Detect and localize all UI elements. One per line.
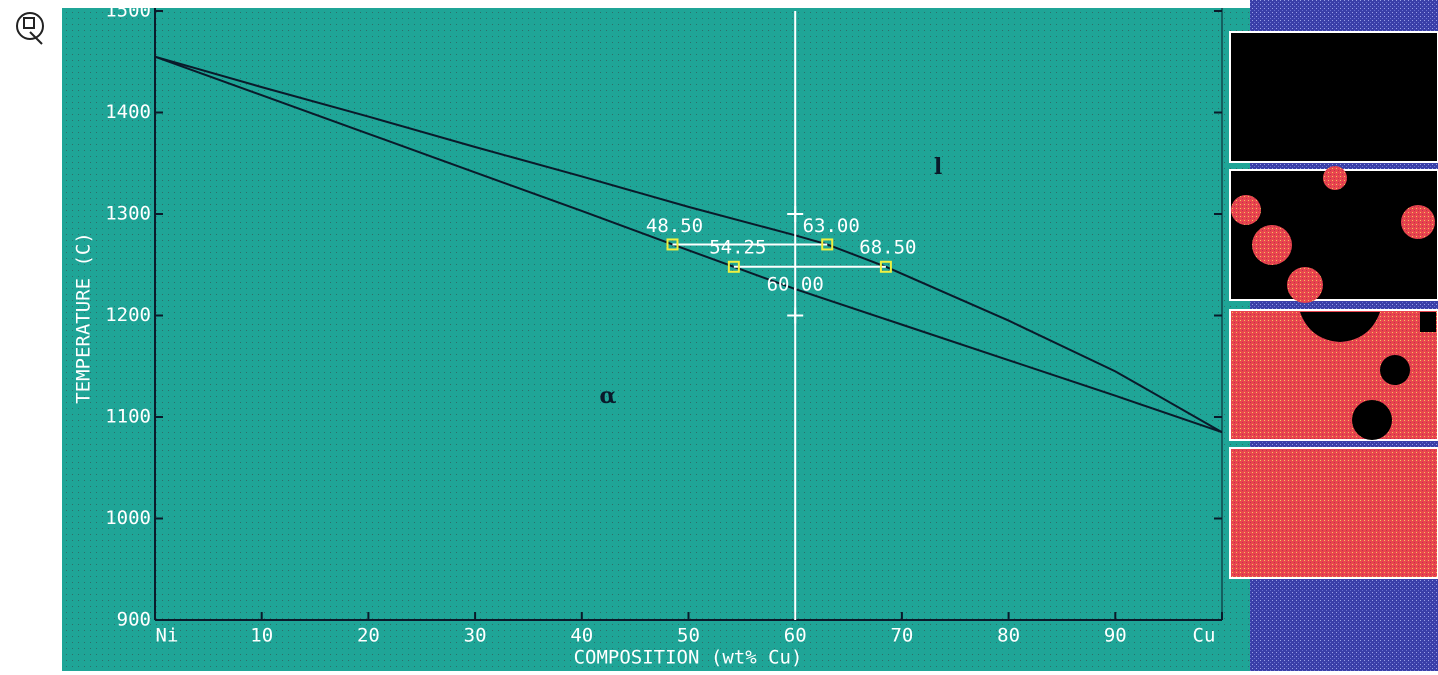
x-tick-label: 40 <box>570 625 593 647</box>
y-axis-label: TEMPERATURE (C) <box>73 232 95 404</box>
x-tick-label: 80 <box>997 625 1020 647</box>
micro-solid <box>1230 448 1438 578</box>
x-tick-label: Cu <box>1193 625 1216 647</box>
micro-liquid <box>1230 32 1438 162</box>
screen: COMPOSITION (wt% Cu) TEMPERATURE (C) 900… <box>0 0 1438 671</box>
tie-label: 63.00 <box>803 215 860 237</box>
y-tick-label: 1400 <box>105 101 151 123</box>
y-tick-label: 1000 <box>105 507 151 529</box>
phase-label: l <box>934 154 942 180</box>
y-tick-label: 1500 <box>105 0 151 22</box>
x-tick-label: 10 <box>250 625 273 647</box>
app-icon[interactable] <box>17 13 43 44</box>
y-tick-label: 900 <box>117 609 151 631</box>
x-tick-label: 50 <box>677 625 700 647</box>
page: COMPOSITION (wt% Cu) TEMPERATURE (C) 900… <box>0 0 1438 671</box>
x-axis-label: COMPOSITION (wt% Cu) <box>574 647 803 669</box>
tie-label: 68.50 <box>859 236 916 258</box>
x-tick-label: 60 <box>784 625 807 647</box>
x-tick-label: 20 <box>357 625 380 647</box>
x-tick-label: Ni <box>156 625 179 647</box>
y-tick-label: 1100 <box>105 406 151 428</box>
tie-label: 48.50 <box>646 215 703 237</box>
plot-background <box>62 8 1250 671</box>
x-tick-label: 70 <box>890 625 913 647</box>
composition-label: 60.00 <box>767 274 824 296</box>
y-tick-label: 1300 <box>105 203 151 225</box>
y-tick-label: 1200 <box>105 304 151 326</box>
phase-label: α <box>600 383 617 409</box>
x-tick-label: 90 <box>1104 625 1127 647</box>
tie-label: 54.25 <box>709 236 766 258</box>
x-tick-label: 30 <box>464 625 487 647</box>
